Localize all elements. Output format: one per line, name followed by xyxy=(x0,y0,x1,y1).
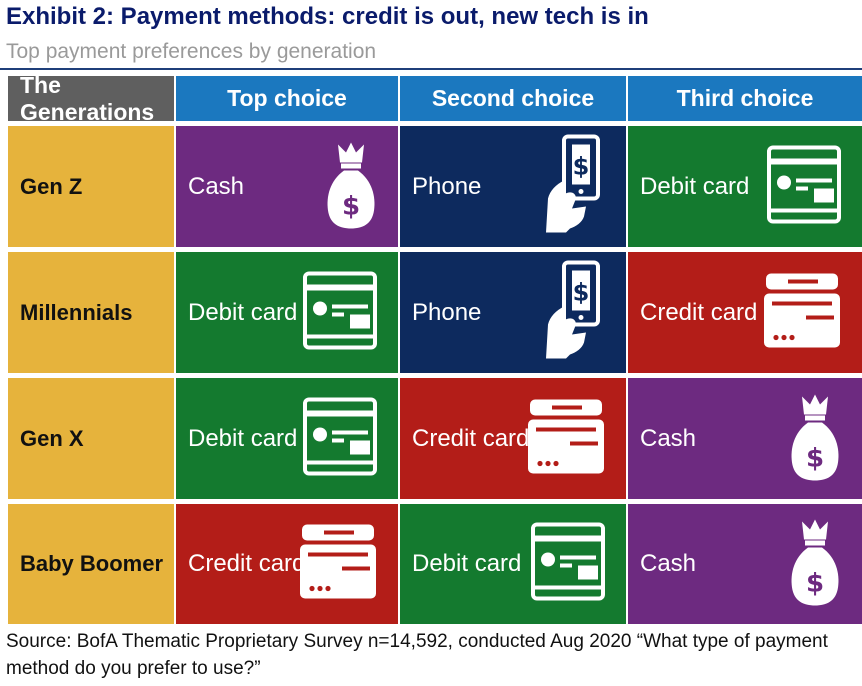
header-generations: The Generations xyxy=(8,76,174,121)
title-divider xyxy=(0,68,862,70)
debit-card-icon xyxy=(530,522,606,607)
choice-cell: Credit card xyxy=(176,504,398,624)
choice-label: Cash xyxy=(640,424,697,452)
choice-cell: Credit card xyxy=(400,378,626,499)
choice-label: Phone xyxy=(412,298,482,326)
choice-cell: Debit card xyxy=(400,504,626,624)
credit-card-icon xyxy=(298,523,378,606)
credit-card-icon xyxy=(526,397,606,480)
debit-card-icon xyxy=(302,396,378,481)
choice-label: Phone xyxy=(412,172,482,200)
exhibit-subtitle: Top payment preferences by generation xyxy=(6,40,377,63)
exhibit-title: Exhibit 2: Payment methods: credit is ou… xyxy=(6,3,649,30)
generation-label: Baby Boomer xyxy=(8,504,174,624)
choice-label: Debit card xyxy=(412,550,522,577)
choice-label: Debit card xyxy=(188,298,298,326)
choice-label: Debit card xyxy=(640,172,750,200)
choice-cell: Phone $ xyxy=(400,252,626,373)
payment-preferences-table: The Generations Top choice Second choice… xyxy=(8,76,862,624)
choice-label: Cash xyxy=(188,172,245,200)
svg-text:$: $ xyxy=(342,191,360,221)
svg-text:$: $ xyxy=(806,443,824,473)
generation-label: Gen Z xyxy=(8,126,174,247)
source-note: Source: BofA Thematic Proprietary Survey… xyxy=(6,631,828,679)
choice-label: Cash xyxy=(640,550,697,577)
phone-payment-icon: $ xyxy=(542,260,606,365)
choice-cell: Cash $ xyxy=(628,378,862,499)
header-second-choice: Second choice xyxy=(400,76,626,121)
choice-label: Credit card xyxy=(412,424,530,452)
header-third-choice: Third choice xyxy=(628,76,862,121)
choice-cell: Debit card xyxy=(628,126,862,247)
header-top-choice: Top choice xyxy=(176,76,398,121)
money-bag-icon: $ xyxy=(788,390,842,487)
choice-cell: Cash $ xyxy=(176,126,398,247)
money-bag-icon: $ xyxy=(324,138,378,235)
svg-text:$: $ xyxy=(573,152,590,180)
generation-label: Gen X xyxy=(8,378,174,499)
choice-label: Credit card xyxy=(188,550,306,577)
choice-cell: Debit card xyxy=(176,378,398,499)
choice-cell: Cash $ xyxy=(628,504,862,624)
generation-label: Millennials xyxy=(8,252,174,373)
money-bag-icon: $ xyxy=(788,516,842,613)
choice-label: Credit card xyxy=(640,298,758,326)
debit-card-icon xyxy=(766,144,842,229)
choice-cell: Debit card xyxy=(176,252,398,373)
choice-cell: Phone $ xyxy=(400,126,626,247)
debit-card-icon xyxy=(302,270,378,355)
choice-label: Debit card xyxy=(188,424,298,452)
phone-payment-icon: $ xyxy=(542,134,606,239)
choice-cell: Credit card xyxy=(628,252,862,373)
svg-text:$: $ xyxy=(573,278,590,306)
svg-text:$: $ xyxy=(806,569,824,599)
credit-card-icon xyxy=(762,271,842,354)
